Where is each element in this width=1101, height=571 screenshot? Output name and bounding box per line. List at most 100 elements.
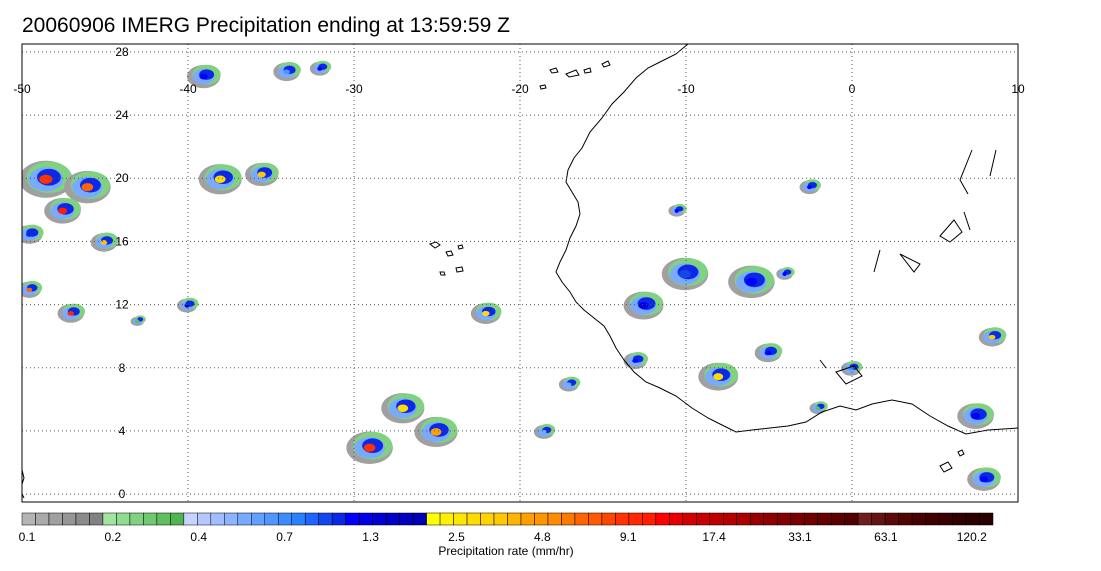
inland-water — [819, 149, 997, 385]
precip-contour — [807, 185, 812, 190]
precipitation-cell — [978, 327, 1007, 347]
colorbar-swatch — [736, 512, 751, 526]
colorbar-tick-label: 17.4 — [702, 530, 726, 544]
precipitation-cell — [558, 376, 581, 392]
colorbar-swatch — [682, 512, 697, 526]
precip-contour — [764, 350, 772, 356]
precip-contour — [430, 428, 442, 436]
precip-contour — [135, 319, 140, 324]
colorbar-swatch — [952, 512, 967, 526]
precipitation-cell — [346, 431, 393, 464]
precip-contour — [815, 406, 820, 411]
latitude-tick-label: 20 — [115, 171, 129, 185]
colorbar-swatch — [979, 512, 994, 526]
colorbar-swatch — [372, 512, 387, 526]
longitude-tick-label: -50 — [13, 82, 31, 96]
latitude-tick-label: 8 — [119, 361, 126, 375]
colorbar-swatch — [480, 512, 495, 526]
colorbar-swatch — [331, 512, 346, 526]
precipitation-cell — [309, 60, 332, 76]
precip-contour — [782, 272, 787, 276]
precipitation-cell — [57, 303, 86, 323]
colorbar-swatch — [588, 512, 603, 526]
colorbar-swatch — [102, 512, 117, 526]
colorbar-swatch — [453, 512, 468, 526]
colorbar-swatch — [197, 512, 212, 526]
precipitation-cell — [198, 164, 242, 195]
colorbar-swatch — [183, 512, 198, 526]
precip-contour — [25, 232, 33, 237]
colorbar-swatch — [830, 512, 845, 526]
colorbar-swatch — [763, 512, 778, 526]
precipitation-cell — [799, 179, 821, 195]
colorbar-swatch — [318, 512, 333, 526]
colorbar-swatch — [48, 512, 63, 526]
colorbar-tick-label: 120.2 — [957, 530, 987, 544]
precip-contour — [679, 269, 691, 279]
precip-contour — [214, 175, 226, 184]
precipitation-cell — [22, 224, 44, 244]
precipitation-cell — [187, 64, 221, 89]
colorbar-swatch — [291, 512, 306, 526]
colorbar-swatch — [507, 512, 522, 526]
colorbar-swatch — [547, 512, 562, 526]
precip-contour — [199, 73, 208, 80]
longitude-tick-label: -40 — [179, 82, 197, 96]
colorbar-tick-labels: 0.1 0.2 0.4 0.7 1.3 2.5 4.8 9.1 17.4 33.1 63.1 120.… — [19, 530, 987, 544]
colorbar-swatch — [884, 512, 899, 526]
precipitation-cell — [533, 424, 556, 439]
precip-contour — [26, 287, 33, 292]
longitude-tick-label: -10 — [677, 82, 695, 96]
longitude-labels: -50 -40 -30 -20 -10 0 10 — [13, 82, 1025, 96]
precip-contour — [566, 382, 572, 387]
colorbar-swatch — [412, 512, 427, 526]
graticule — [22, 44, 1018, 502]
latitude-tick-label: 0 — [119, 487, 126, 501]
colorbar-tick-label: 0.2 — [105, 530, 122, 544]
colorbar-swatch — [358, 512, 373, 526]
colorbar-swatch — [615, 512, 630, 526]
precip-contour — [988, 334, 996, 340]
precipitation-cell — [470, 302, 502, 324]
colorbar-swatch — [790, 512, 805, 526]
precip-contour — [482, 310, 490, 317]
precip-contour — [363, 443, 376, 452]
longitude-tick-label: -30 — [345, 82, 363, 96]
south-america-coast — [22, 469, 25, 499]
colorbar-swatch — [965, 512, 980, 526]
colorbar-swatch — [642, 512, 657, 526]
precipitation-cell — [44, 197, 82, 224]
colorbar-swatch — [143, 512, 158, 526]
guinea-islands — [939, 449, 965, 473]
precipitation-cell — [754, 343, 783, 363]
colorbar-swatch — [89, 512, 104, 526]
precip-contour — [67, 311, 75, 316]
colorbar-swatch — [304, 512, 319, 526]
colorbar-swatch — [776, 512, 791, 526]
precipitation-cell — [130, 315, 146, 327]
longitude-tick-label: -20 — [511, 82, 529, 96]
colorbar-swatch — [669, 512, 684, 526]
colorbar-swatch — [345, 512, 360, 526]
colorbar-swatch — [251, 512, 265, 526]
colorbar-swatch — [534, 512, 549, 526]
precipitation-cell — [414, 416, 458, 448]
coastline-layer — [22, 44, 1018, 499]
figure-title: 20060906 IMERG Precipitation ending at 1… — [22, 14, 510, 37]
colorbar-swatch — [723, 512, 738, 526]
precip-contour — [257, 171, 266, 178]
colorbar-tick-label: 33.1 — [788, 530, 812, 544]
colorbar-swatch — [224, 512, 239, 526]
precipitation-cell — [668, 203, 687, 217]
colorbar-swatch — [696, 512, 711, 526]
precipitation-cell — [245, 162, 279, 187]
colorbar-swatch — [938, 512, 953, 526]
colorbar-swatch — [439, 512, 454, 526]
precipitation-cell — [22, 280, 43, 298]
colorbar-swatch — [210, 512, 225, 526]
precip-contour — [638, 302, 649, 310]
precipitation-layer — [22, 60, 1007, 491]
